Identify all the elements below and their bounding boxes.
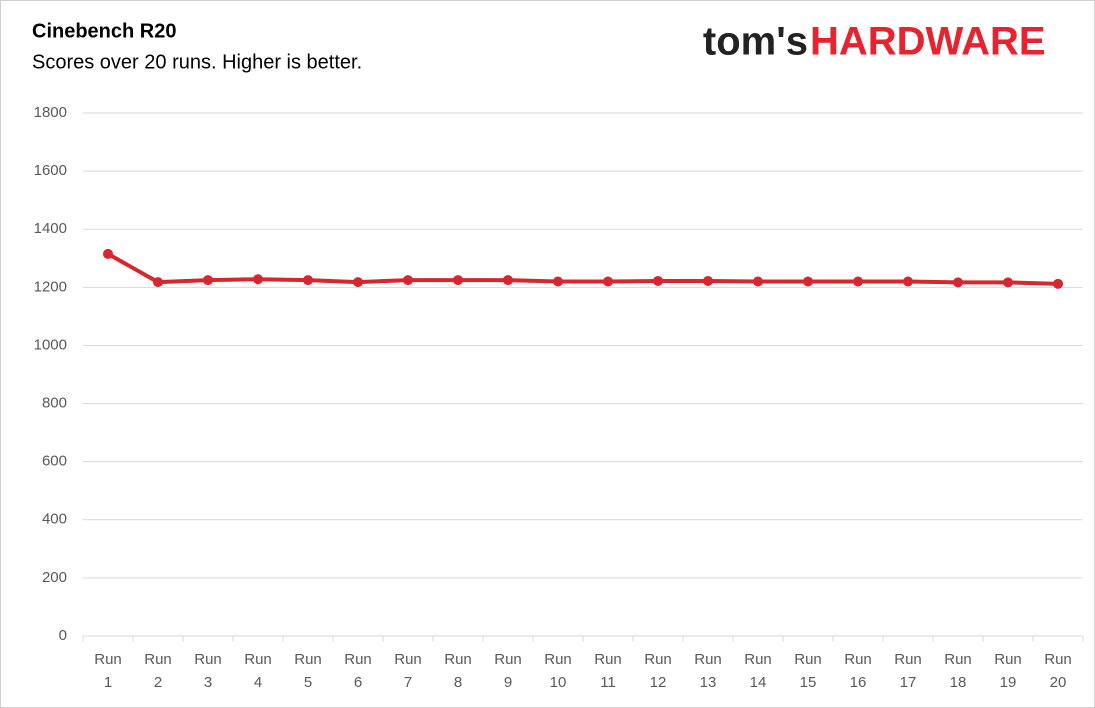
x-tick-label: Run 13 (694, 651, 722, 691)
data-point (253, 274, 263, 285)
x-tick-label: Run 2 (144, 651, 172, 691)
data-point (703, 275, 713, 286)
x-tick-label: Run 3 (194, 651, 222, 691)
x-tick-label: Run 7 (394, 651, 422, 691)
y-tick-label: 800 (42, 395, 67, 412)
x-tick-label: Run 6 (344, 651, 372, 691)
x-tick-label: Run 16 (844, 651, 872, 691)
y-tick-label: 1200 (34, 278, 67, 295)
y-tick-label: 1800 (34, 104, 67, 121)
x-tick-label: Run 10 (544, 651, 572, 691)
x-tick-label: Run 11 (594, 651, 622, 691)
x-tick-label: Run 12 (644, 651, 672, 691)
data-point (903, 276, 913, 287)
chart-subtitle: Scores over 20 runs. Higher is better. (32, 51, 362, 73)
x-tick-label: Run 8 (444, 651, 472, 691)
x-tick-label: Run 17 (894, 651, 922, 691)
y-tick-label: 600 (42, 453, 67, 470)
data-point (1003, 277, 1013, 288)
data-point (103, 248, 113, 259)
x-tick-label: Run 9 (494, 651, 522, 691)
brand-toms: tom's (703, 20, 808, 64)
data-point (303, 275, 313, 286)
y-tick-label: 200 (42, 569, 67, 586)
x-tick-label: Run 15 (794, 651, 822, 691)
x-tick-label: Run 19 (994, 651, 1022, 691)
y-tick-label: 0 (59, 627, 67, 644)
x-tick-label: Run 4 (244, 651, 272, 691)
series-line (107, 252, 1059, 286)
x-tick-label: Run 20 (1044, 651, 1072, 691)
chart-title: Cinebench R20 (32, 20, 176, 42)
data-point (803, 276, 813, 287)
y-tick-label: 1000 (34, 336, 67, 353)
y-tick-label: 1600 (34, 162, 67, 179)
data-point (403, 275, 413, 286)
data-point (853, 276, 863, 287)
brand-hardware: HARDWARE (810, 20, 1046, 64)
x-tick-label: Run 18 (944, 651, 972, 691)
x-tick-label: Run 1 (94, 651, 122, 691)
data-point (753, 276, 763, 287)
data-point (1053, 278, 1063, 289)
data-point (353, 277, 363, 288)
data-point (503, 275, 513, 286)
y-tick-label: 400 (42, 511, 67, 528)
data-point (953, 277, 963, 288)
data-point (553, 276, 563, 287)
x-tick-label: Run 14 (744, 651, 772, 691)
x-tick-label: Run 5 (294, 651, 322, 691)
data-point (603, 276, 613, 287)
data-point (203, 275, 213, 286)
y-tick-label: 1400 (34, 220, 67, 237)
data-point (453, 275, 463, 286)
data-point (653, 275, 663, 286)
data-point (153, 277, 163, 288)
